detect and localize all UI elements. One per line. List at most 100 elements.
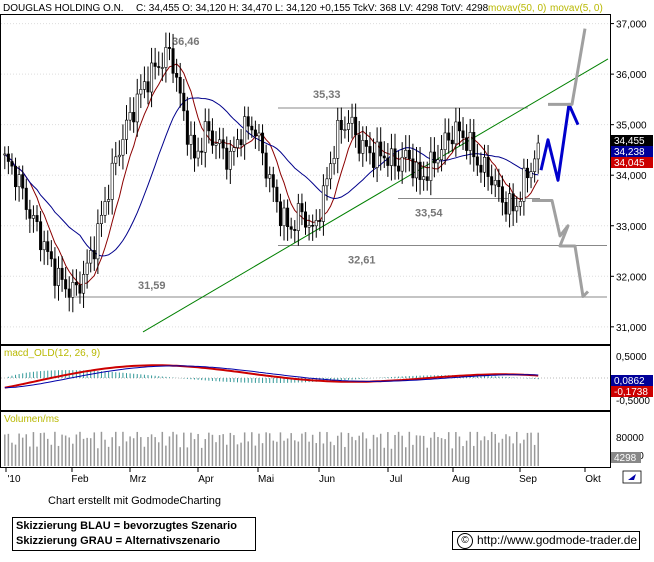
candle-body [164,47,168,68]
candle-body [389,148,393,166]
candle-body [468,132,472,151]
candle-body [135,93,139,123]
volume-tick-label: 80000 [616,433,644,444]
candle-body [85,262,89,275]
candle-body [443,132,447,151]
candle-body [379,141,383,157]
price-tag-bg [611,135,653,146]
candle-body [125,119,129,140]
ma-short-line [4,63,539,286]
price-panel [0,14,611,345]
candle-body [321,185,325,222]
scenario-gray-up-path [548,28,587,106]
macd-tag-bg [611,375,653,386]
candle-body [457,121,461,132]
support-resistance-levels: 36,46 35,33 33,54 32,61 31,59 [75,36,607,298]
volume-panel [0,411,611,468]
price-axis: 31,000 32,000 33,000 34,000 35,000 36,000 37,0… [610,20,647,334]
candle-body [332,158,336,165]
candle-body [207,121,211,132]
candle-body [53,258,57,286]
candle-body [153,62,157,67]
candle-body [393,148,397,167]
candle-body [28,209,32,219]
candle-body [343,129,347,131]
candle-body [479,164,483,173]
macd-line [4,364,539,389]
candle-body [518,201,522,207]
candle-body [71,282,75,298]
candle-body [42,241,46,251]
candle-body [286,207,290,227]
x-tick-label: Okt [585,474,601,485]
candle-body [261,132,265,154]
ma-long-line [4,97,539,257]
y-tick-label: 33,000 [616,222,647,233]
candle-body [275,186,279,203]
candle-body [142,81,146,90]
volume-tag-bg [611,452,641,463]
candle-body [407,149,411,160]
scenario-gray-down-path [532,199,590,298]
candle-body [372,152,376,168]
candle-body [46,241,50,252]
candle-body [397,165,401,172]
candle-body [361,140,365,154]
candle-body [250,125,254,131]
candle-body [504,201,508,215]
candle-body [193,134,197,159]
candle-body [429,151,433,181]
candle-body [400,156,404,172]
candle-body [167,47,171,49]
candle-body [268,174,272,179]
cursor-icon-arrow [628,474,636,480]
candle-body [515,206,519,212]
candle-body [150,62,154,93]
candle-body [404,149,408,158]
level-label: 36,46 [172,36,200,48]
candle-body [296,203,300,231]
candle-body [382,155,386,159]
candle-body [6,153,10,162]
candle-body [325,178,329,187]
candle-body [490,176,494,186]
candle-body [454,121,458,145]
candle-body [350,116,354,124]
candle-body [354,116,358,136]
macd-tick-label: 0,5000 [616,352,647,363]
candle-body [31,215,35,219]
candle-body [178,77,182,94]
candle-body [336,120,340,159]
candle-body [422,176,426,180]
candle-body [425,176,429,181]
candle-body [107,199,111,202]
candle-body [511,193,515,212]
scenario-legend: Skizzierung BLAU = bevorzugtes Szenario … [12,517,256,551]
candle-body [196,150,200,159]
y-tick-label: 36,000 [616,70,647,81]
level-label: 33,54 [415,207,443,219]
candle-body [218,139,222,144]
candle-body [21,174,25,189]
candle-body [82,274,86,294]
candle-body [114,156,118,164]
instrument-title: DOUGLAS HOLDING O.N. [3,3,124,14]
x-tick-label: Mrz [130,474,147,485]
candle-body [386,157,390,166]
candle-body [311,224,315,227]
candle-body [282,207,286,227]
price-tag-label: 34,455 [614,136,645,147]
price-tag-label: 34,045 [614,158,645,169]
candle-body [440,149,444,160]
candle-body [24,187,28,210]
candle-body [96,223,100,260]
price-tag-bg [611,157,653,168]
website-link[interactable]: © http://www.godmode-trader.de [452,531,640,550]
x-tick-label: Feb [71,474,89,485]
candlesticks [3,32,540,313]
candle-body [78,284,82,294]
candle-body [35,215,39,222]
candle-body [465,137,469,151]
